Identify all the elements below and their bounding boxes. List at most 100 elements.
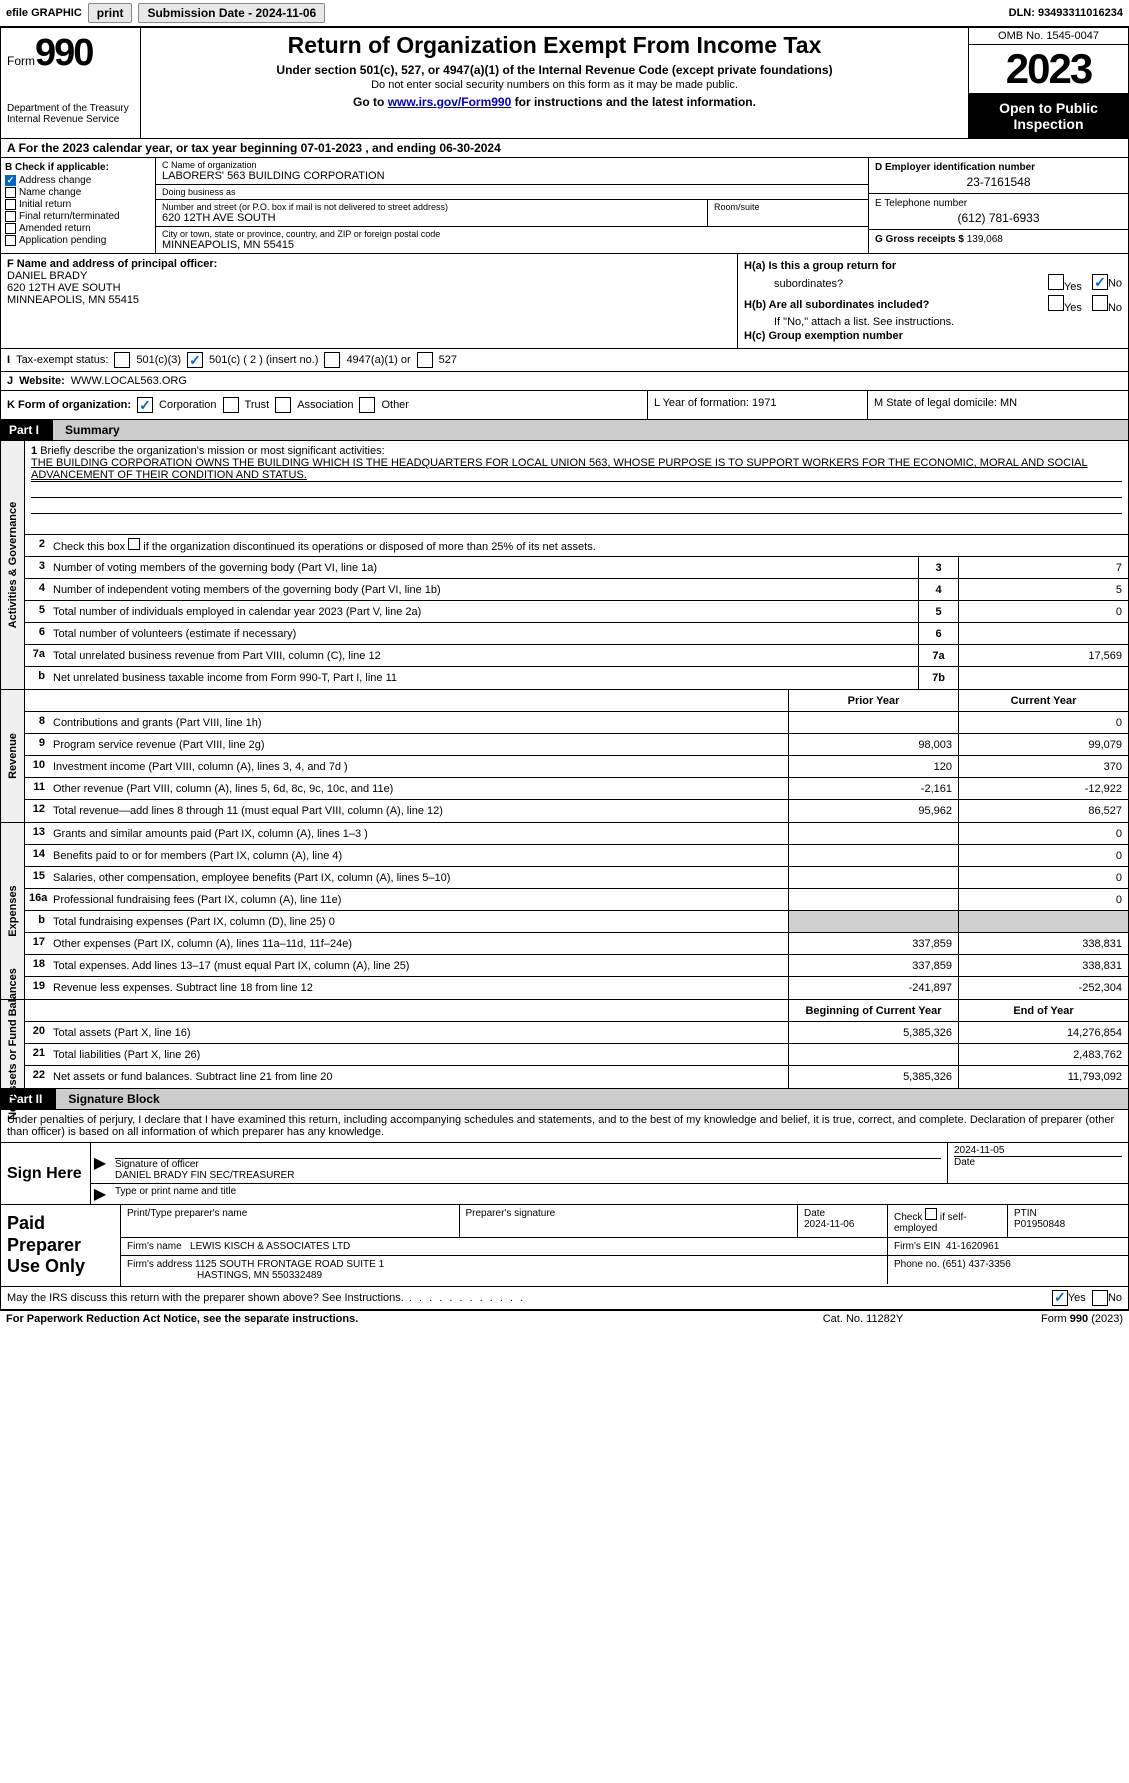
firm-phone-value: (651) 437-3356 (942, 1259, 1010, 1270)
chk-name-change[interactable] (5, 187, 16, 198)
top-bar: efile GRAPHIC print Submission Date - 20… (0, 0, 1129, 27)
ha-no-chk[interactable] (1092, 274, 1108, 290)
footer-form-label: Form (1041, 1313, 1070, 1325)
lbl-corporation: Corporation (159, 399, 216, 411)
street-label: Number and street (or P.O. box if mail i… (162, 202, 701, 212)
signature-declaration: Under penalties of perjury, I declare th… (0, 1110, 1129, 1143)
hb-yes-chk[interactable] (1048, 295, 1064, 311)
street-value: 620 12TH AVE SOUTH (162, 212, 701, 224)
discuss-text: May the IRS discuss this return with the… (7, 1292, 404, 1304)
ptin-label: PTIN (1014, 1208, 1037, 1219)
firm-ein-value: 41-1620961 (946, 1241, 999, 1252)
chk-self-employed[interactable] (925, 1208, 937, 1220)
box-d-e-g: D Employer identification number 23-7161… (868, 158, 1128, 253)
form-header: Form990 Department of the Treasury Inter… (0, 27, 1129, 139)
chk-address-change-label: Address change (19, 175, 91, 186)
chk-amended-return[interactable] (5, 223, 16, 234)
ein-label: D Employer identification number (875, 162, 1122, 173)
entity-block: B Check if applicable: Address change Na… (0, 158, 1129, 254)
hdr-current-year: Current Year (958, 690, 1128, 711)
part2-header: Part II Signature Block (0, 1089, 1129, 1110)
dln-label: DLN: 93493311016234 (1009, 7, 1123, 19)
summary-line: 12Total revenue—add lines 8 through 11 (… (25, 800, 1128, 822)
chk-4947a1[interactable] (324, 352, 340, 368)
sign-here-block: Sign Here ▶ Signature of officer DANIEL … (0, 1143, 1129, 1205)
lbl-501c: 501(c) ( 2 ) (insert no.) (209, 354, 318, 366)
summary-line: 8Contributions and grants (Part VIII, li… (25, 712, 1128, 734)
summary-rev: Revenue Prior Year Current Year 8Contrib… (0, 690, 1129, 823)
summary-line: 19Revenue less expenses. Subtract line 1… (25, 977, 1128, 999)
officer-addr2: MINNEAPOLIS, MN 55415 (7, 294, 731, 306)
chk-501c3[interactable] (114, 352, 130, 368)
discuss-yes-label: Yes (1068, 1292, 1086, 1304)
chk-corporation[interactable] (137, 397, 153, 413)
ha-yes-label: Yes (1064, 281, 1082, 293)
box-k-l-m: K Form of organization: Corporation Trus… (0, 391, 1129, 420)
chk-discontinued[interactable] (128, 538, 140, 550)
box-b-checkboxes: B Check if applicable: Address change Na… (1, 158, 156, 253)
sign-arrow-icon-2: ▶ (91, 1184, 109, 1204)
footer-form-year: (2023) (1088, 1313, 1123, 1325)
room-suite-cell: Room/suite (708, 200, 868, 226)
officer-label: F Name and address of principal officer: (7, 258, 731, 270)
cat-number: Cat. No. 11282Y (763, 1313, 963, 1325)
state-domicile: M State of legal domicile: MN (868, 391, 1128, 419)
hb-yes-label: Yes (1064, 302, 1082, 314)
discuss-no-chk[interactable] (1092, 1290, 1108, 1306)
sign-arrow-icon: ▶ (91, 1143, 109, 1183)
tax-period-text: For the 2023 calendar year, or tax year … (19, 141, 501, 155)
summary-line: 9Program service revenue (Part VIII, lin… (25, 734, 1128, 756)
ein-value: 23-7161548 (875, 175, 1122, 189)
prep-date-value: 2024-11-06 (804, 1219, 854, 1230)
chk-final-return[interactable] (5, 211, 16, 222)
vtab-ag: Activities & Governance (1, 441, 25, 689)
irs-link[interactable]: www.irs.gov/Form990 (388, 95, 512, 109)
mission-text: THE BUILDING CORPORATION OWNS THE BUILDI… (31, 457, 1122, 482)
ha-yes-chk[interactable] (1048, 274, 1064, 290)
chk-trust[interactable] (223, 397, 239, 413)
hb-label: H(b) Are all subordinates included? (744, 299, 929, 311)
vtab-rev: Revenue (1, 690, 25, 822)
lbl-trust: Trust (245, 399, 270, 411)
hb-no-chk[interactable] (1092, 295, 1108, 311)
firm-name-label: Firm's name (127, 1241, 182, 1252)
chk-application-pending[interactable] (5, 235, 16, 246)
discuss-no-label: No (1108, 1292, 1122, 1304)
efile-label: efile GRAPHIC (6, 7, 82, 19)
tax-period-row: A For the 2023 calendar year, or tax yea… (0, 139, 1129, 158)
hc-label: H(c) Group exemption number (744, 330, 903, 342)
header-center: Return of Organization Exempt From Incom… (141, 28, 968, 138)
form-word: Form (7, 54, 35, 68)
summary-line: 11Other revenue (Part VIII, column (A), … (25, 778, 1128, 800)
chk-527[interactable] (417, 352, 433, 368)
gross-receipts-label: G Gross receipts $ (875, 234, 964, 245)
omb-number: OMB No. 1545-0047 (969, 28, 1128, 45)
chk-other[interactable] (359, 397, 375, 413)
chk-address-change[interactable] (5, 175, 16, 186)
ptin-value: P01950848 (1014, 1219, 1065, 1230)
summary-line: 20Total assets (Part X, line 16)5,385,32… (25, 1022, 1128, 1044)
submission-date-button[interactable]: Submission Date - 2024-11-06 (138, 3, 325, 23)
chk-association[interactable] (275, 397, 291, 413)
form-of-org-label: K Form of organization: (7, 399, 131, 411)
box-f: F Name and address of principal officer:… (1, 254, 738, 348)
discuss-yes-chk[interactable] (1052, 1290, 1068, 1306)
hdr-beginning-year: Beginning of Current Year (788, 1000, 958, 1021)
form-number: 990 (35, 32, 92, 74)
chk-application-pending-label: Application pending (19, 235, 106, 246)
summary-line: 5Total number of individuals employed in… (25, 601, 1128, 623)
chk-501c[interactable] (187, 352, 203, 368)
dept-label: Department of the Treasury (7, 103, 134, 114)
print-button[interactable]: print (88, 3, 133, 23)
city-label: City or town, state or province, country… (162, 229, 862, 239)
firm-addr2: HASTINGS, MN 550332489 (127, 1270, 322, 1281)
summary-exp: Expenses 13Grants and similar amounts pa… (0, 823, 1129, 1000)
lbl-other: Other (381, 399, 409, 411)
chk-initial-return[interactable] (5, 199, 16, 210)
link-post: for instructions and the latest informat… (511, 95, 756, 109)
part1-num: Part I (1, 420, 53, 440)
sig-date-value: 2024-11-05 (954, 1145, 1122, 1156)
paid-preparer-block: Paid Preparer Use Only Print/Type prepar… (0, 1205, 1129, 1287)
hdr-end-year: End of Year (958, 1000, 1128, 1021)
summary-line: 10Investment income (Part VIII, column (… (25, 756, 1128, 778)
